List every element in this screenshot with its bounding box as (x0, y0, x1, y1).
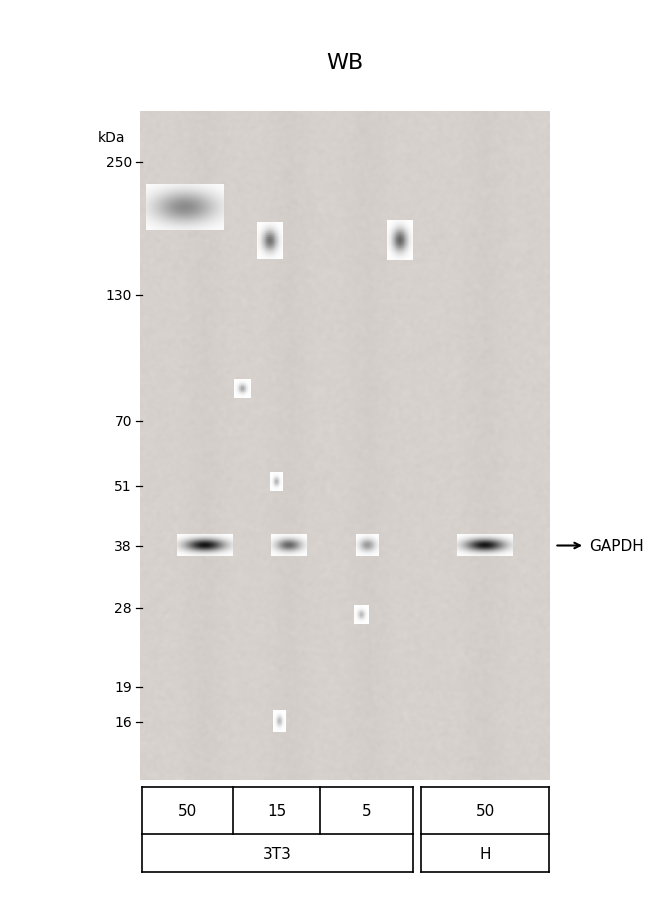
Text: 70: 70 (114, 415, 132, 428)
Text: 130: 130 (105, 289, 132, 303)
Text: 50: 50 (177, 804, 197, 818)
Text: 3T3: 3T3 (263, 846, 292, 861)
Text: 50: 50 (476, 804, 495, 818)
Text: 250: 250 (106, 156, 132, 170)
Text: GAPDH: GAPDH (590, 538, 644, 554)
Text: 19: 19 (114, 680, 132, 694)
Text: 51: 51 (114, 479, 132, 493)
Text: 15: 15 (267, 804, 286, 818)
Text: 16: 16 (114, 714, 132, 729)
Text: H: H (480, 846, 491, 861)
Text: kDa: kDa (98, 131, 125, 144)
Text: WB: WB (326, 53, 363, 73)
Text: 5: 5 (362, 804, 371, 818)
Text: 38: 38 (114, 538, 132, 553)
Text: 28: 28 (114, 601, 132, 615)
